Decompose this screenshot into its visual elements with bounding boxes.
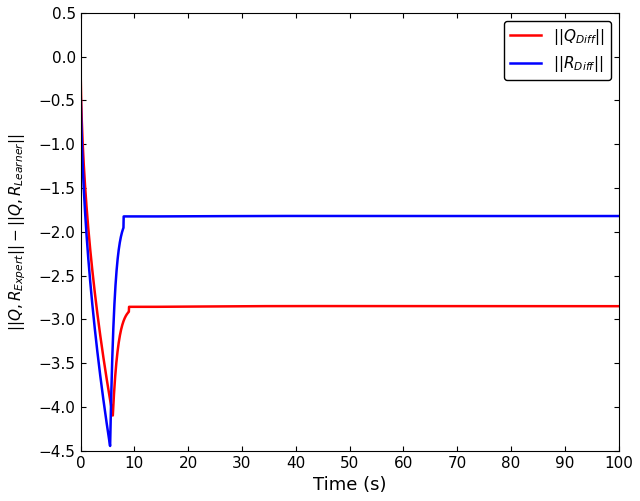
$||R_{Diff}||$ — [615, 213, 623, 219]
$||R_{Diff}||$ — [519, 213, 527, 219]
$||Q_{Diff}||$ — [399, 303, 407, 309]
$||Q_{Diff}||$ — [109, 412, 116, 418]
Line: $||R_{Diff}||$: $||R_{Diff}||$ — [81, 61, 619, 446]
$||Q_{Diff}||$ — [77, 45, 84, 51]
Line: $||Q_{Diff}||$: $||Q_{Diff}||$ — [81, 48, 619, 415]
$||R_{Diff}||$ — [175, 213, 182, 219]
$||R_{Diff}||$ — [282, 213, 290, 219]
$||Q_{Diff}||$ — [519, 303, 527, 309]
$||Q_{Diff}||$ — [175, 304, 182, 310]
X-axis label: Time (s): Time (s) — [313, 476, 387, 494]
$||Q_{Diff}||$ — [282, 303, 290, 309]
$||R_{Diff}||$ — [427, 213, 435, 219]
Legend: $||Q_{Diff}||$, $||R_{Diff}||$: $||Q_{Diff}||$, $||R_{Diff}||$ — [504, 21, 611, 81]
Y-axis label: $||Q, R_{Expert}|| - ||Q, R_{Learner}||$: $||Q, R_{Expert}|| - ||Q, R_{Learner}||$ — [7, 133, 28, 331]
$||R_{Diff}||$ — [399, 213, 407, 219]
$||R_{Diff}||$ — [478, 213, 486, 219]
$||Q_{Diff}||$ — [427, 303, 435, 309]
$||Q_{Diff}||$ — [615, 303, 623, 309]
$||R_{Diff}||$ — [77, 58, 84, 64]
$||R_{Diff}||$ — [106, 443, 114, 449]
$||Q_{Diff}||$ — [478, 303, 486, 309]
